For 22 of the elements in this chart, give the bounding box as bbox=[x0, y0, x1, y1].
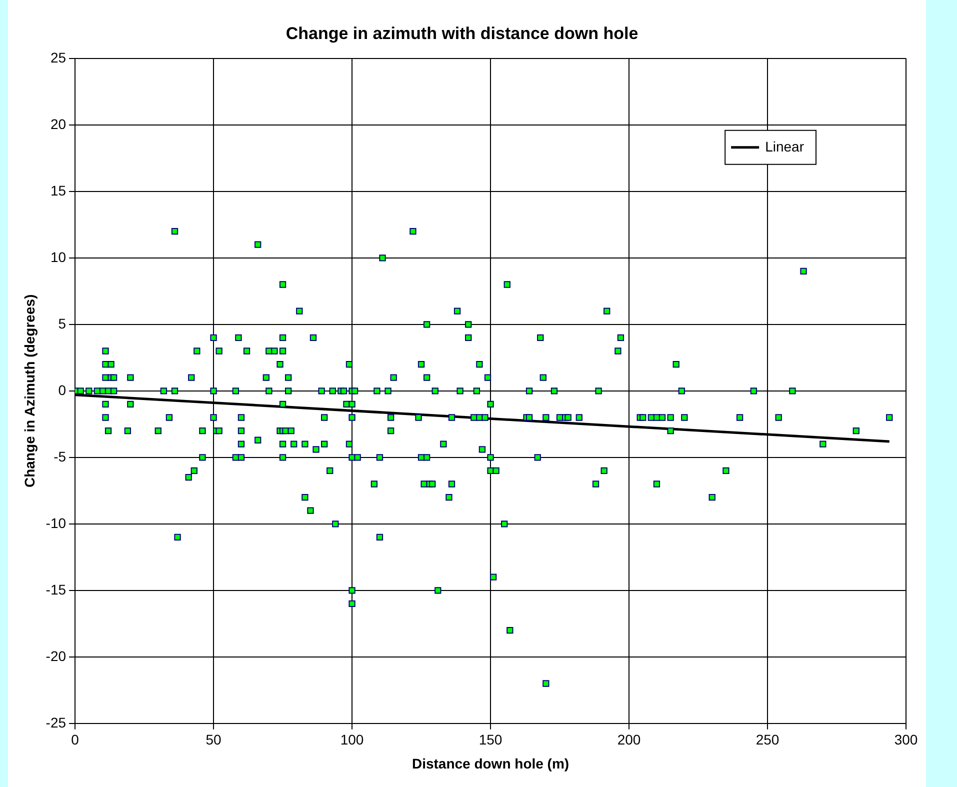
y-tick-label: 20 bbox=[50, 116, 66, 132]
y-tick-label: -25 bbox=[46, 714, 66, 730]
y-tick-label: -20 bbox=[46, 648, 66, 664]
y-tick-label: 15 bbox=[50, 182, 66, 198]
x-tick-label: 300 bbox=[894, 732, 918, 748]
y-tick-label: -15 bbox=[46, 581, 66, 598]
y-tick-label: 5 bbox=[58, 315, 66, 332]
x-tick-label: 200 bbox=[617, 732, 641, 748]
x-axis-title: Distance down hole (m) bbox=[412, 755, 570, 772]
x-tick-label: 250 bbox=[756, 732, 780, 748]
x-tick-label: 150 bbox=[478, 732, 502, 748]
x-tick-label: 100 bbox=[340, 732, 364, 748]
x-tick-label: 0 bbox=[71, 732, 80, 748]
y-axis-title: Change in Azimuth (degrees) bbox=[21, 294, 38, 488]
y-tick-label: -10 bbox=[46, 514, 66, 531]
chart-title: Change in azimuth with distance down hole bbox=[286, 24, 638, 43]
y-tick-label: 10 bbox=[50, 248, 66, 265]
y-tick-label: -5 bbox=[54, 448, 66, 464]
y-tick-label: 0 bbox=[58, 382, 66, 398]
y-tick-label: 25 bbox=[50, 49, 66, 66]
legend-label: Linear bbox=[765, 138, 804, 154]
x-tick-label: 50 bbox=[206, 732, 222, 748]
